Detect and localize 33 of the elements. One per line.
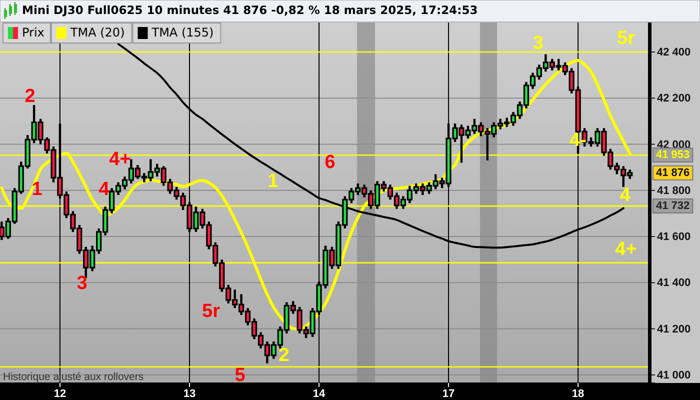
annotation: 4	[620, 185, 631, 206]
annotation: 5r	[202, 301, 221, 322]
x-tick-label: 12	[54, 388, 66, 400]
annotation: 1	[268, 171, 279, 192]
annotation: 2	[24, 86, 36, 108]
x-tick-label: 18	[572, 388, 584, 400]
x-tick-label: 17	[442, 388, 455, 400]
legend-label: TMA (155)	[150, 25, 214, 40]
annotation: 3	[532, 33, 544, 54]
x-tick-label: 13	[183, 388, 196, 400]
annotation: 2	[278, 345, 290, 366]
annotation: 1	[32, 179, 43, 200]
chart-title: Mini DJ30 Full0625 10 minutes 41 876 -0,82 % 18 mars 2025, 17:24:53	[22, 3, 478, 18]
annotation: 4	[98, 179, 110, 200]
annotation: 3	[76, 273, 88, 294]
annotation: 5r	[617, 28, 636, 50]
y-tick-label: 41 800	[657, 184, 691, 197]
y-tick-label: 41 000	[657, 369, 691, 382]
y-tick-label: 42 400	[657, 46, 691, 59]
y-tick-label: 41 400	[657, 277, 691, 290]
annotation: 4+	[615, 239, 637, 260]
ref-line-label: 41 953	[656, 149, 690, 162]
annotation: 5	[234, 365, 246, 386]
annotation: 6	[324, 152, 336, 174]
text: 41 876	[656, 166, 690, 179]
y-tick-label: 42 200	[657, 92, 691, 105]
legend-label: Prix	[22, 25, 44, 40]
legend-label: TMA (20)	[69, 25, 125, 40]
ref-line-label: 41 732	[656, 200, 690, 212]
x-tick-label: 14	[312, 388, 326, 400]
annotation: 4+	[109, 149, 131, 170]
y-tick-label: 41 600	[657, 231, 691, 244]
y-tick-label: 41 200	[657, 323, 691, 336]
